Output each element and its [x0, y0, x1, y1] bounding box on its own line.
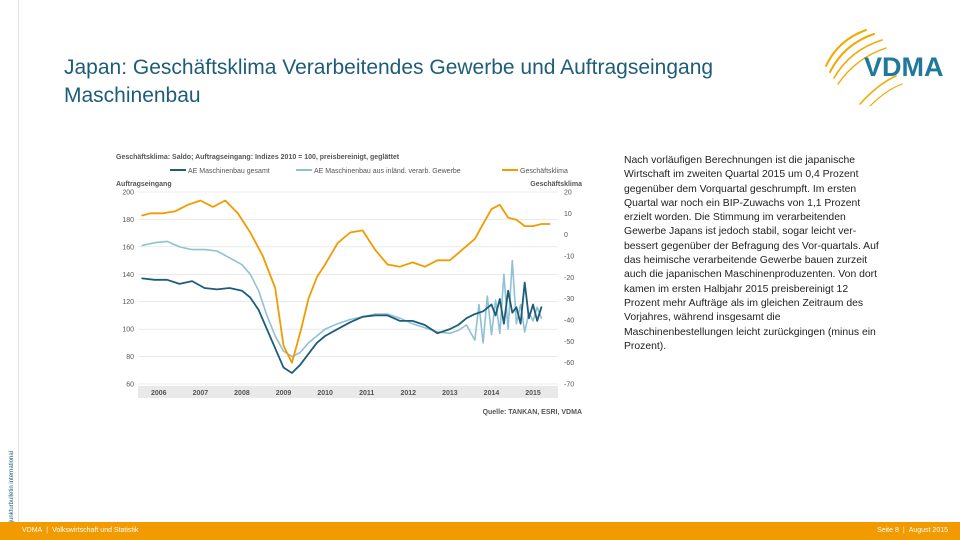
sidebar — [0, 0, 19, 522]
vdma-logo-text: VDMA — [864, 52, 944, 82]
x-axis-band — [138, 386, 558, 398]
footer-org: VDMA — [22, 527, 43, 534]
series-lines — [141, 199, 551, 374]
slide-title: Japan: Geschäftsklima Verarbeitendes Gew… — [64, 56, 714, 107]
footer-separator-right: | — [902, 527, 905, 534]
right-tick-label-2: -50 — [564, 339, 574, 346]
x-tick-label-2007: 2007 — [193, 390, 209, 397]
body-text: Nach vorläufigen Berechnungen ist die ja… — [624, 155, 879, 352]
sidebar-label: Konjunkturbulletin international — [9, 450, 15, 533]
right-tick-label-9: 20 — [564, 190, 572, 197]
series-line-2 — [141, 199, 551, 364]
left-tick-label-180: 180 — [122, 217, 134, 224]
tick-labels: 6080100120140160180200-70-60-50-40-30-20… — [122, 190, 574, 398]
x-tick-label-2006: 2006 — [151, 390, 167, 397]
left-axis-label: Auftragseingang — [116, 181, 172, 188]
legend-label-ae-gesamt: AE Maschinenbau gesamt — [188, 168, 270, 175]
vdma-swoosh-logo-icon — [825, 29, 903, 106]
legend-label-ae-inland: AE Maschinenbau aus inländ. verarb. Gewe… — [314, 168, 461, 175]
left-tick-label-60: 60 — [126, 382, 134, 389]
legend-label-geschaeftsklima: Geschäftsklima — [520, 168, 568, 175]
grid — [138, 191, 558, 398]
right-tick-label-5: -20 — [564, 275, 574, 282]
left-tick-label-80: 80 — [126, 354, 134, 361]
right-axis-label: Geschäftsklima — [530, 181, 582, 188]
plot-area — [138, 192, 558, 384]
footer-right: Seite 8 | August 2015 — [877, 527, 948, 534]
footer-separator: | — [46, 527, 49, 534]
left-tick-label-160: 160 — [122, 244, 134, 251]
right-tick-label-4: -30 — [564, 296, 574, 303]
left-tick-label-200: 200 — [122, 190, 134, 197]
footer-department: Volkswirtschaft und Statistik — [52, 527, 139, 534]
vdma-logo: VDMA — [825, 29, 944, 106]
right-tick-label-6: -10 — [564, 254, 574, 261]
right-tick-label-0: -70 — [564, 382, 574, 389]
x-tick-label-2015: 2015 — [525, 390, 541, 397]
x-tick-label-2013: 2013 — [442, 390, 458, 397]
right-tick-label-1: -60 — [564, 360, 574, 367]
chart-title: Geschäftsklima: Saldo; Auftragseingang: … — [116, 154, 400, 161]
x-tick-label-2014: 2014 — [484, 390, 500, 397]
footer-left: VDMA | Volkswirtschaft und Statistik — [22, 527, 138, 534]
x-tick-label-2011: 2011 — [359, 390, 374, 397]
left-tick-label-140: 140 — [122, 272, 134, 279]
x-tick-label-2008: 2008 — [234, 390, 250, 397]
chart: Geschäftsklima: Saldo; Auftragseingang: … — [116, 154, 582, 416]
left-tick-label-100: 100 — [122, 327, 134, 334]
chart-source: Quelle: TANKAN, ESRI, VDMA — [483, 409, 582, 416]
x-tick-label-2009: 2009 — [276, 390, 292, 397]
x-tick-label-2012: 2012 — [401, 390, 417, 397]
right-tick-label-3: -40 — [564, 318, 574, 325]
x-tick-label-2010: 2010 — [317, 390, 333, 397]
series-line-0 — [141, 277, 543, 374]
right-tick-label-7: 0 — [564, 232, 568, 239]
series-line-1 — [141, 240, 543, 358]
footer: VDMA | Volkswirtschaft und Statistik Seite… — [0, 522, 960, 540]
left-tick-label-120: 120 — [122, 299, 134, 306]
right-tick-label-8: 10 — [564, 211, 572, 218]
footer-page: Seite 8 — [877, 527, 899, 534]
footer-date: August 2015 — [908, 527, 948, 534]
